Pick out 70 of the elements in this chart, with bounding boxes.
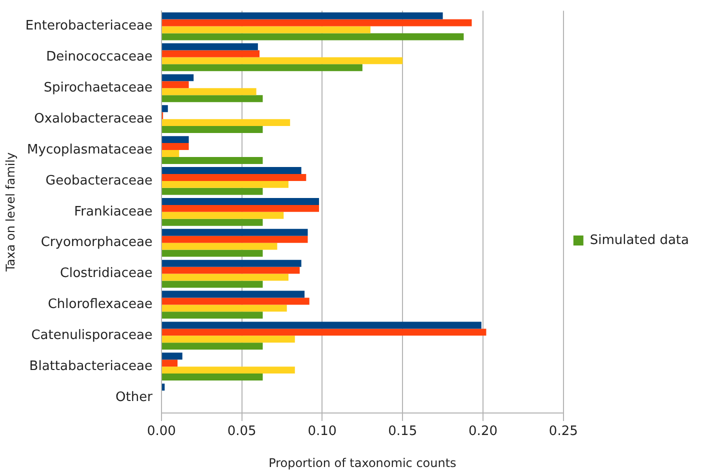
bar [162,50,260,58]
bar [162,167,302,174]
bar [162,266,300,274]
bar [162,19,472,26]
y-axis-title: Taxa on level family [3,152,18,272]
bar [162,298,310,305]
legend-label: Simulated data [590,232,690,248]
bar [162,126,263,134]
bar [162,88,256,96]
bar [162,384,165,391]
bar [162,328,486,336]
bar [162,212,284,219]
x-tick-label: 0.00 [146,424,176,440]
bar [162,304,287,312]
y-tick-label: Blattabacteriaceae [29,358,152,374]
y-tick-label: Enterobacteriaceae [25,18,152,34]
bar [162,198,320,205]
x-tick-label: 0.05 [227,424,256,440]
bar [162,57,403,64]
y-tick-label: Deinococcaceae [46,50,152,65]
y-tick-label: Mycoplasmataceae [27,142,152,158]
y-tick-label: Geobacteraceae [46,173,152,188]
bar [162,322,482,329]
bar [162,143,189,150]
bar [162,156,263,164]
x-tick-label: 0.20 [468,424,498,440]
x-tick-label: 0.15 [388,424,418,440]
bar [162,105,168,112]
bar [162,180,288,188]
y-tick-label: Other [116,390,154,405]
bar [162,290,305,298]
y-tick-label: Clostridiaceae [60,266,152,282]
bar [162,64,362,72]
bar [162,242,278,250]
y-tick-label: Cryomorphaceae [40,235,152,250]
bar [162,274,288,281]
y-tick-label: Oxalobacteraceae [34,111,152,126]
y-tick-label: Frankiaceae [74,204,152,220]
x-tick-label: 0.10 [308,424,337,440]
bar [162,119,290,126]
bar [162,33,464,40]
bar [162,188,263,195]
bar [162,360,178,367]
x-axis-title: Proportion of taxonomic counts [268,456,456,470]
bar [162,136,189,144]
bar [162,95,263,102]
bar [162,236,308,243]
bar [162,280,263,288]
x-tick-label: 0.25 [548,424,578,440]
bar [162,352,182,360]
y-tick-label: Spirochaetaceae [44,80,152,96]
bar [162,81,189,88]
bar [162,12,443,20]
y-tick-label: Chloroflexaceae [48,297,152,312]
bar [162,260,302,267]
bar [162,204,320,212]
bar [162,374,263,381]
bar [162,366,295,374]
bar [162,336,295,343]
y-tick-label: Catenulisporaceae [31,328,152,344]
bar [162,218,263,226]
bar [162,228,308,236]
bar [162,250,263,257]
bar [162,26,370,34]
bar [162,43,258,50]
bar [162,312,263,319]
bar [162,174,306,181]
bar [162,74,194,82]
bar [162,342,263,350]
bar [162,150,180,157]
